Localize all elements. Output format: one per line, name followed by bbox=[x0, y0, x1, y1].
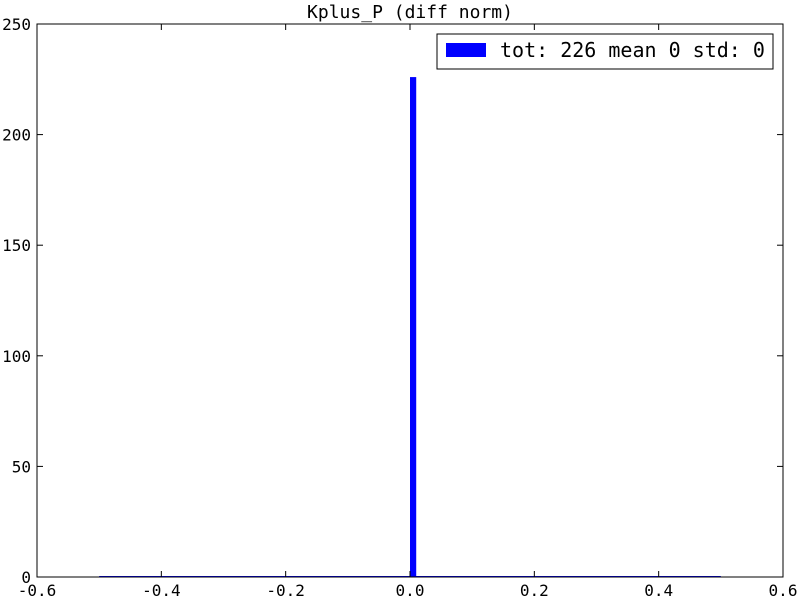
y-tick-label: 150 bbox=[2, 236, 31, 255]
histogram-bar bbox=[410, 77, 417, 577]
x-tick-label: 0.6 bbox=[769, 581, 798, 600]
x-tick-label: 0.4 bbox=[644, 581, 673, 600]
x-tick-label: -0.6 bbox=[18, 581, 57, 600]
ticks-layer: -0.6 -0.4 -0.2 0.0 0.2 0.4 0.6 0 50 100 150 200 250 bbox=[2, 15, 797, 600]
x-tick-label: 0.2 bbox=[520, 581, 549, 600]
y-tick-label: 250 bbox=[2, 15, 31, 34]
y-tick-label: 50 bbox=[12, 457, 31, 476]
y-tick-label: 100 bbox=[2, 347, 31, 366]
y-tick-label: 200 bbox=[2, 126, 31, 145]
y-tick-label: 0 bbox=[21, 568, 31, 587]
legend-swatch bbox=[446, 43, 486, 57]
x-tick-label: -0.4 bbox=[142, 581, 181, 600]
x-tick-label: 0.0 bbox=[396, 581, 425, 600]
x-tick-label: -0.2 bbox=[266, 581, 305, 600]
legend-label: tot: 226 mean 0 std: 0 bbox=[500, 38, 765, 62]
legend: tot: 226 mean 0 std: 0 bbox=[436, 33, 774, 70]
chart-title: Kplus_P (diff norm) bbox=[307, 2, 513, 23]
legend-box bbox=[436, 33, 774, 70]
plot-frame bbox=[36, 23, 784, 578]
